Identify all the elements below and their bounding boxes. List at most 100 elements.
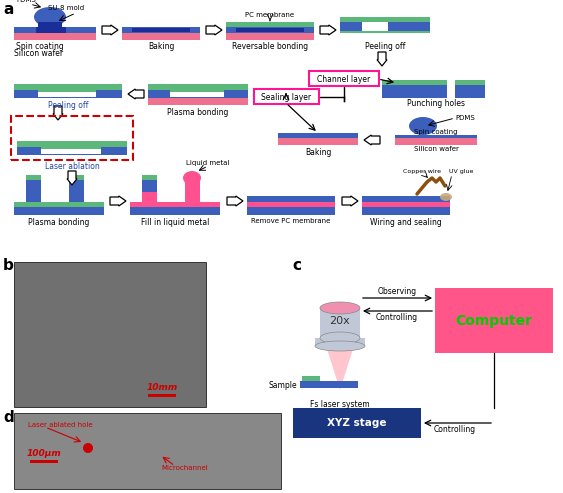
Text: XYZ stage: XYZ stage	[327, 418, 387, 428]
Bar	[247, 207, 335, 215]
Bar	[302, 376, 320, 381]
Ellipse shape	[440, 193, 452, 201]
Bar	[36, 27, 66, 33]
Bar	[41, 148, 101, 154]
Bar	[14, 90, 122, 98]
Text: Fill in liquid metal: Fill in liquid metal	[141, 218, 209, 227]
Text: Laser ablated hole: Laser ablated hole	[28, 422, 93, 428]
Ellipse shape	[409, 117, 437, 135]
Bar	[26, 175, 41, 180]
Ellipse shape	[183, 171, 201, 185]
Text: Sample: Sample	[269, 381, 297, 389]
Text: Fs laser system: Fs laser system	[310, 400, 370, 409]
Text: c: c	[292, 258, 301, 273]
Text: a: a	[3, 2, 14, 17]
Bar	[142, 180, 157, 202]
Bar	[455, 80, 485, 85]
Bar	[247, 196, 335, 202]
Bar	[382, 80, 447, 85]
Bar	[38, 91, 96, 97]
Text: Punching holes: Punching holes	[407, 99, 465, 108]
Text: Laser ablation: Laser ablation	[44, 162, 100, 171]
Bar	[278, 138, 358, 145]
Bar	[362, 196, 450, 202]
Text: Observing: Observing	[377, 287, 417, 296]
Bar	[14, 202, 104, 207]
Bar	[148, 84, 248, 90]
Polygon shape	[342, 196, 358, 206]
Bar	[340, 17, 430, 22]
Bar	[300, 381, 358, 388]
Bar	[247, 202, 335, 207]
Bar	[148, 90, 248, 98]
Text: Wiring and sealing: Wiring and sealing	[370, 218, 442, 227]
Text: Channel layer: Channel layer	[318, 74, 370, 83]
Text: Remove PC membrane: Remove PC membrane	[251, 218, 330, 224]
Bar	[395, 135, 477, 138]
Bar	[26, 180, 41, 202]
Bar	[362, 202, 450, 207]
Bar	[236, 28, 304, 32]
Bar	[170, 91, 224, 97]
Polygon shape	[102, 25, 118, 35]
Bar	[17, 141, 127, 147]
Text: PDMS: PDMS	[455, 115, 475, 121]
Bar	[142, 192, 157, 202]
Bar	[14, 262, 206, 407]
Bar	[226, 27, 314, 33]
Text: 10mm: 10mm	[146, 383, 177, 392]
Polygon shape	[364, 135, 380, 145]
Text: Baking: Baking	[305, 148, 331, 157]
Polygon shape	[227, 196, 243, 206]
Text: Reversable bonding: Reversable bonding	[232, 42, 308, 51]
Text: Copper wire: Copper wire	[403, 169, 441, 174]
Bar	[122, 27, 200, 33]
Text: SU-8 mold: SU-8 mold	[48, 5, 84, 11]
Bar	[185, 175, 200, 180]
FancyBboxPatch shape	[254, 89, 319, 104]
Ellipse shape	[320, 332, 360, 344]
Polygon shape	[67, 171, 77, 185]
Bar	[38, 84, 96, 92]
Text: d: d	[3, 410, 14, 425]
Polygon shape	[320, 25, 336, 35]
Bar	[30, 460, 58, 463]
Bar	[278, 133, 358, 138]
Bar	[14, 84, 122, 90]
Bar	[185, 180, 200, 202]
Bar	[340, 31, 430, 33]
Bar	[130, 207, 220, 215]
Text: Silicon wafer: Silicon wafer	[414, 146, 458, 152]
FancyBboxPatch shape	[309, 71, 379, 86]
Text: Peeling off: Peeling off	[365, 42, 405, 51]
Bar	[388, 22, 430, 33]
Bar	[130, 202, 220, 207]
Bar	[132, 28, 190, 32]
Bar	[14, 33, 96, 40]
Text: PDMS: PDMS	[16, 0, 36, 3]
Circle shape	[83, 443, 93, 453]
Bar	[38, 22, 62, 27]
Text: Peeling off: Peeling off	[48, 101, 88, 110]
Text: Spin coating: Spin coating	[414, 129, 458, 135]
Bar	[170, 84, 224, 92]
Polygon shape	[128, 89, 144, 99]
Text: Spin coating: Spin coating	[16, 42, 64, 51]
Bar	[130, 202, 220, 207]
Text: Microchannel: Microchannel	[162, 465, 208, 471]
Ellipse shape	[34, 7, 66, 27]
Bar	[69, 175, 84, 180]
Bar	[226, 33, 314, 40]
Bar	[315, 338, 365, 346]
Bar	[320, 308, 360, 338]
Text: Liquid metal: Liquid metal	[186, 160, 230, 166]
Polygon shape	[53, 106, 63, 120]
Text: Computer: Computer	[455, 314, 533, 328]
Polygon shape	[110, 196, 126, 206]
Text: Baking: Baking	[148, 42, 174, 51]
Text: Controlling: Controlling	[376, 313, 418, 322]
Text: Plasma bonding: Plasma bonding	[28, 218, 90, 227]
Bar	[122, 33, 200, 40]
Bar	[69, 180, 84, 202]
Text: 20x: 20x	[329, 316, 350, 326]
